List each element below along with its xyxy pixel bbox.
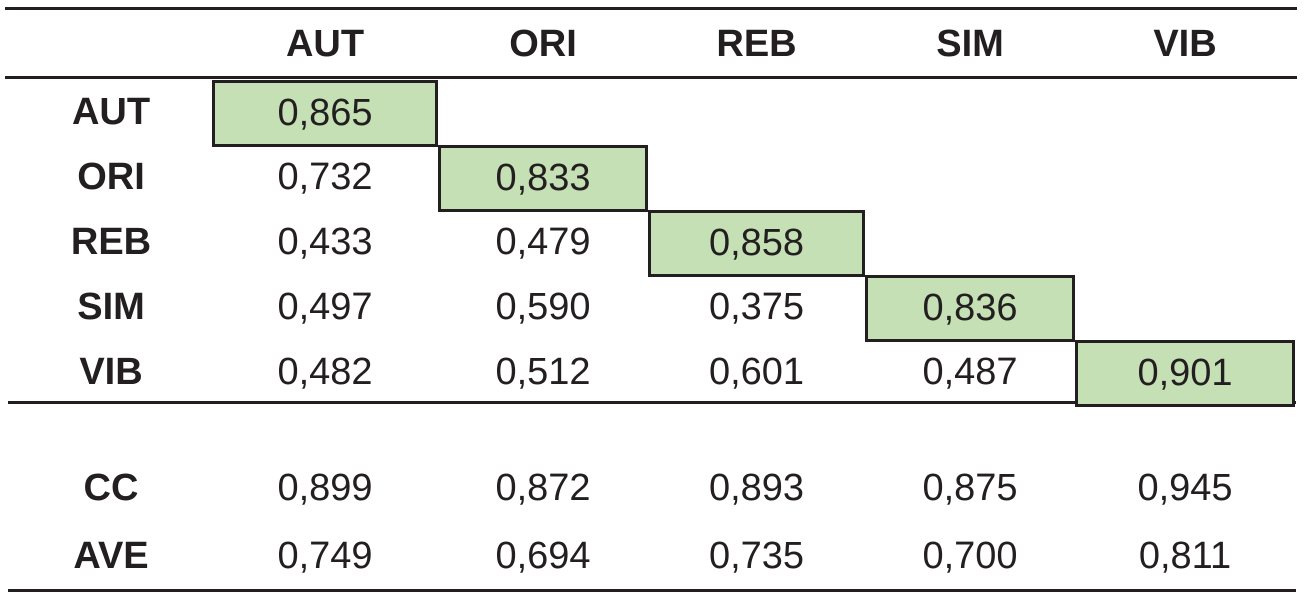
- cell: 0,590: [495, 285, 591, 328]
- cell: 0,482: [277, 350, 373, 393]
- diagonal-cell: 0,901: [1075, 340, 1295, 407]
- column-header: REB: [716, 22, 797, 65]
- row-header: AVE: [73, 534, 149, 577]
- cell: 0,433: [277, 220, 373, 263]
- matrix-rule: [8, 401, 1296, 404]
- row-header: AUT: [71, 90, 151, 133]
- cell: 0,945: [1137, 466, 1233, 509]
- cell: 0,479: [495, 220, 591, 263]
- bottom-rule: [8, 589, 1296, 592]
- cell: 0,749: [277, 534, 373, 577]
- cell: 0,899: [277, 466, 373, 509]
- cell: 0,700: [922, 534, 1018, 577]
- cell: 0,872: [495, 466, 591, 509]
- cell: 0,601: [708, 350, 805, 393]
- diagonal-cell: 0,865: [212, 80, 438, 147]
- diagonal-cell: 0,833: [438, 145, 648, 212]
- cell: 0,811: [1138, 534, 1232, 577]
- cell: 0,487: [922, 350, 1018, 393]
- column-header: SIM: [936, 22, 1004, 65]
- diagonal-cell: 0,836: [865, 275, 1075, 342]
- cell: 0,512: [495, 350, 591, 393]
- row-header: VIB: [79, 350, 143, 393]
- row-header: ORI: [77, 155, 145, 198]
- row-header: SIM: [77, 285, 145, 328]
- cell: 0,875: [922, 466, 1018, 509]
- cell: 0,893: [708, 466, 805, 509]
- diagonal-cell: 0,858: [648, 210, 865, 277]
- column-header: VIB: [1153, 22, 1217, 65]
- cell: 0,732: [277, 155, 373, 198]
- row-header: CC: [83, 466, 139, 509]
- header-rule: [5, 76, 1297, 79]
- top-rule: [5, 7, 1297, 10]
- row-header: REB: [70, 220, 152, 263]
- cell: 0,497: [277, 285, 373, 328]
- cell: 0,694: [495, 534, 591, 577]
- cell: 0,735: [708, 534, 805, 577]
- column-header: AUT: [285, 22, 365, 65]
- cell: 0,375: [708, 285, 805, 328]
- column-header: ORI: [509, 22, 577, 65]
